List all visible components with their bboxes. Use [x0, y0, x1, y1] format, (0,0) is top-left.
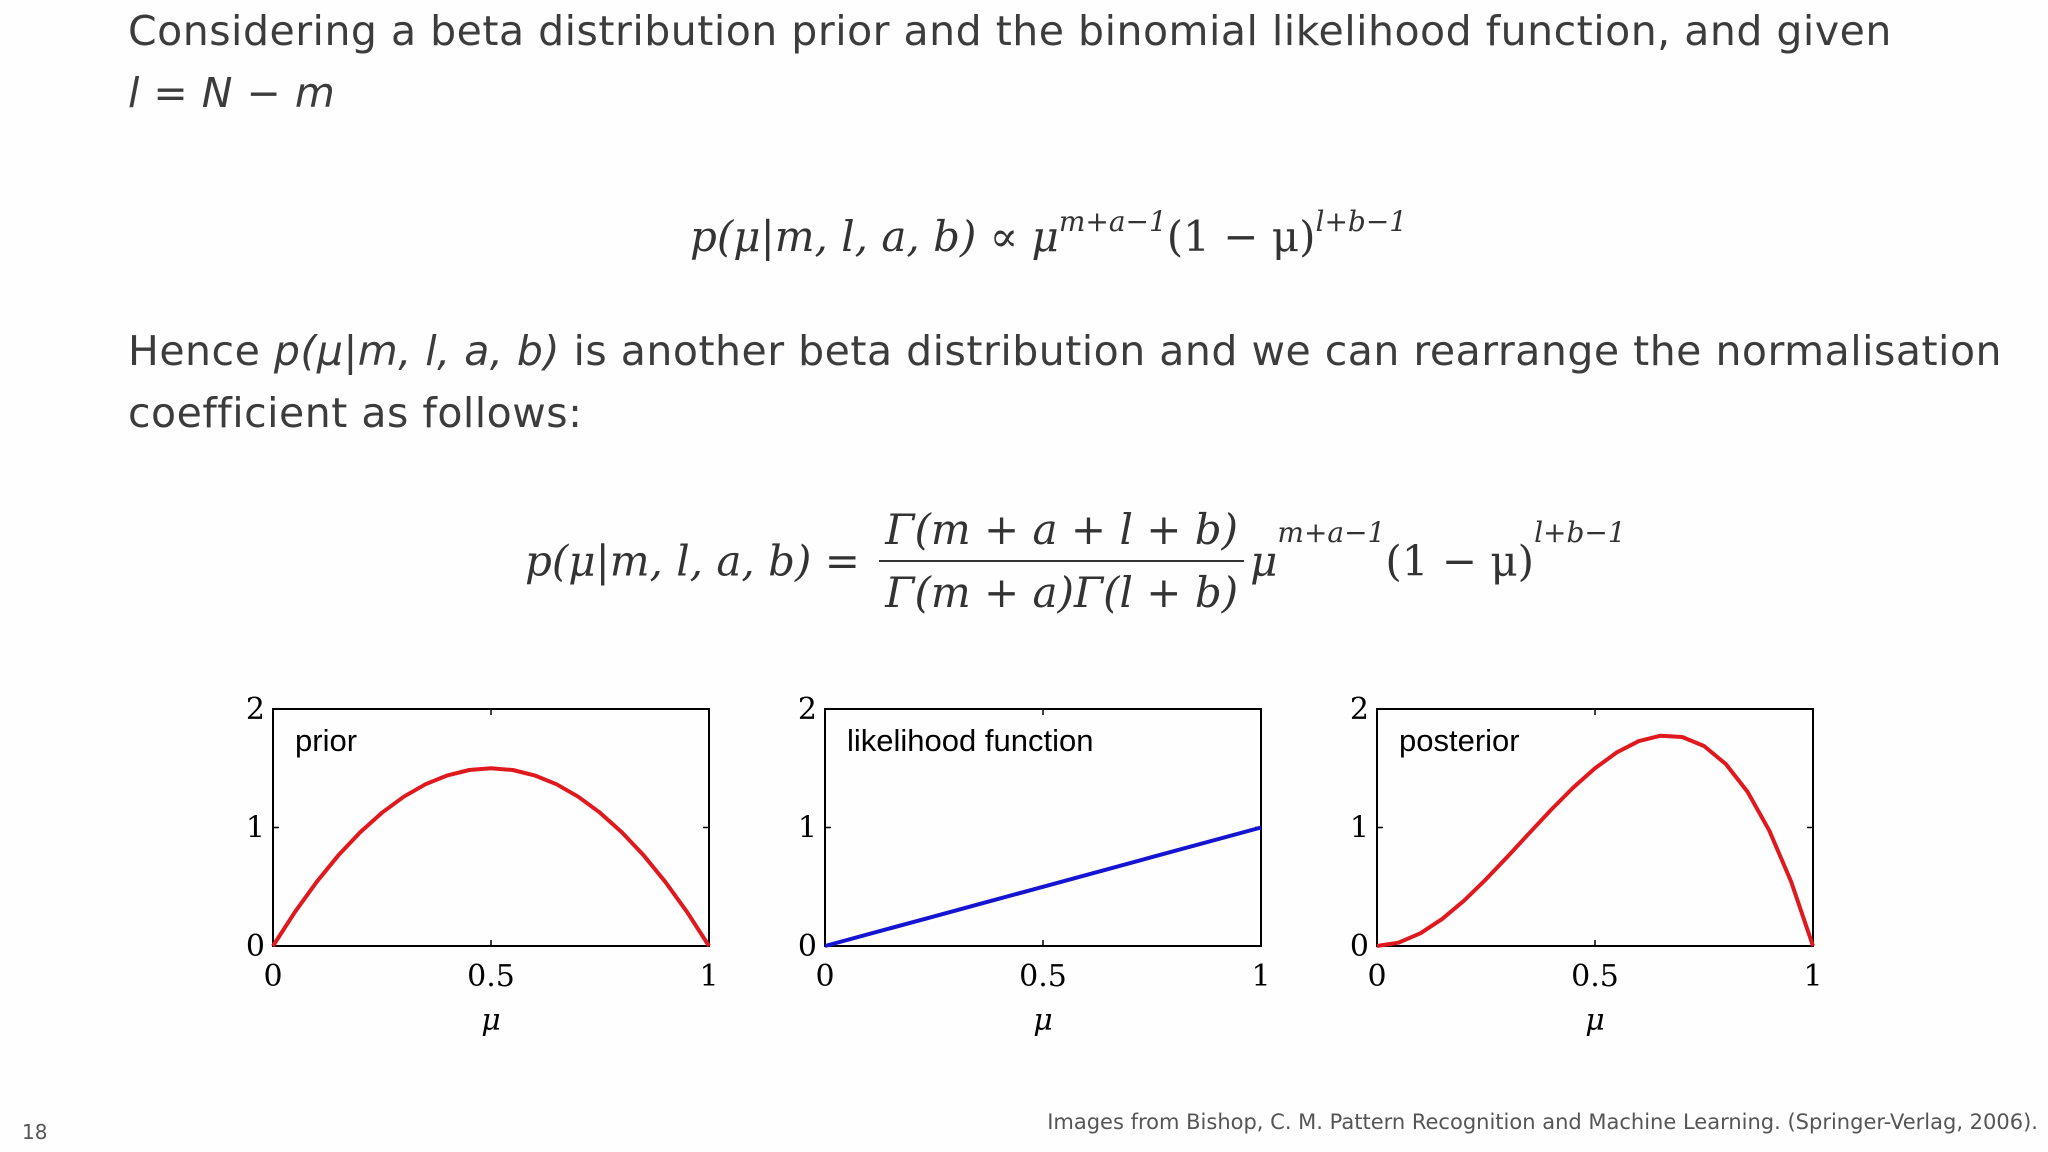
- eq2-exponent-2: l+b−1: [1534, 516, 1626, 549]
- x-tick-label: 0: [263, 959, 282, 994]
- eq1-exponent-2: l+b−1: [1315, 205, 1408, 238]
- y-tick-label: 2: [1350, 692, 1369, 727]
- x-tick-label: 1: [699, 959, 718, 994]
- given-equation-text: l = N − m: [128, 69, 336, 117]
- y-tick-label: 1: [246, 811, 265, 846]
- chart-title: posterior: [1399, 723, 1520, 758]
- fraction-numerator: Γ(m + a + l + b): [879, 505, 1245, 562]
- y-tick-label: 0: [1350, 929, 1369, 964]
- chart-title: likelihood function: [847, 723, 1093, 758]
- eq2-mu: μ: [1250, 536, 1278, 586]
- normalised-equation: p(μ|m, l, a, b) = Γ(m + a + l + b) Γ(m +…: [525, 505, 1626, 617]
- x-axis-label: μ: [481, 1003, 501, 1038]
- y-tick-label: 2: [246, 692, 265, 727]
- x-tick-label: 1: [1251, 959, 1270, 994]
- hence-text-continuation: coefficient as follows:: [128, 389, 583, 437]
- eq2-mid: (1 − μ): [1385, 536, 1535, 586]
- x-tick-label: 1: [1803, 959, 1822, 994]
- y-tick-label: 2: [798, 692, 817, 727]
- series-line: [1376, 733, 1815, 948]
- eq2-lhs: p(μ|m, l, a, b) =: [525, 536, 860, 586]
- x-tick-label: 0: [1367, 959, 1386, 994]
- y-tick-label: 0: [798, 929, 817, 964]
- proportional-equation: p(μ|m, l, a, b) ∝ μm+a−1(1 − μ)l+b−1: [690, 208, 1407, 262]
- image-credit: Images from Bishop, C. M. Pattern Recogn…: [1047, 1110, 2038, 1134]
- eq1-mid: (1 − μ): [1166, 212, 1316, 261]
- hence-text-start: Hence: [128, 327, 274, 375]
- x-axis-label: μ: [1585, 1003, 1605, 1038]
- hence-text-end: is another beta distribution and we can …: [559, 327, 2003, 375]
- y-tick-label: 0: [246, 929, 265, 964]
- eq1-lhs: p(μ|m, l, a, b) ∝ μ: [690, 212, 1059, 261]
- chart-title: prior: [295, 723, 357, 758]
- normalisation-fraction: Γ(m + a + l + b) Γ(m + a)Γ(l + b): [879, 505, 1245, 617]
- fraction-denominator: Γ(m + a)Γ(l + b): [885, 568, 1239, 617]
- beta-distribution-charts: 0 0.5 1 0 1 2 prior μ 0 0.5 1 0 1 2 likelihood functio…: [246, 692, 1823, 1038]
- hence-math: p(μ|m, l, a, b): [273, 327, 560, 375]
- x-tick-label: 0.5: [1571, 959, 1619, 994]
- hence-text: Hence p(μ|m, l, a, b) is another beta di…: [128, 320, 2002, 382]
- hence-text-line2: coefficient as follows:: [128, 382, 582, 444]
- x-tick-label: 0.5: [467, 959, 515, 994]
- x-tick-label: 0.5: [1019, 959, 1067, 994]
- page-number: 18: [22, 1120, 48, 1144]
- series-line: [271, 766, 711, 948]
- eq1-exponent-1: m+a−1: [1058, 205, 1167, 238]
- intro-sentence: Considering a beta distribution prior an…: [128, 7, 1892, 55]
- given-equation: l = N − m: [128, 62, 335, 124]
- x-tick-label: 0: [815, 959, 834, 994]
- eq2-exponent-1: m+a−1: [1277, 516, 1386, 549]
- y-tick-label: 1: [798, 811, 817, 846]
- series-line: [824, 825, 1262, 948]
- y-tick-label: 1: [1350, 811, 1369, 846]
- intro-text: Considering a beta distribution prior an…: [128, 0, 1892, 62]
- x-axis-label: μ: [1033, 1003, 1053, 1038]
